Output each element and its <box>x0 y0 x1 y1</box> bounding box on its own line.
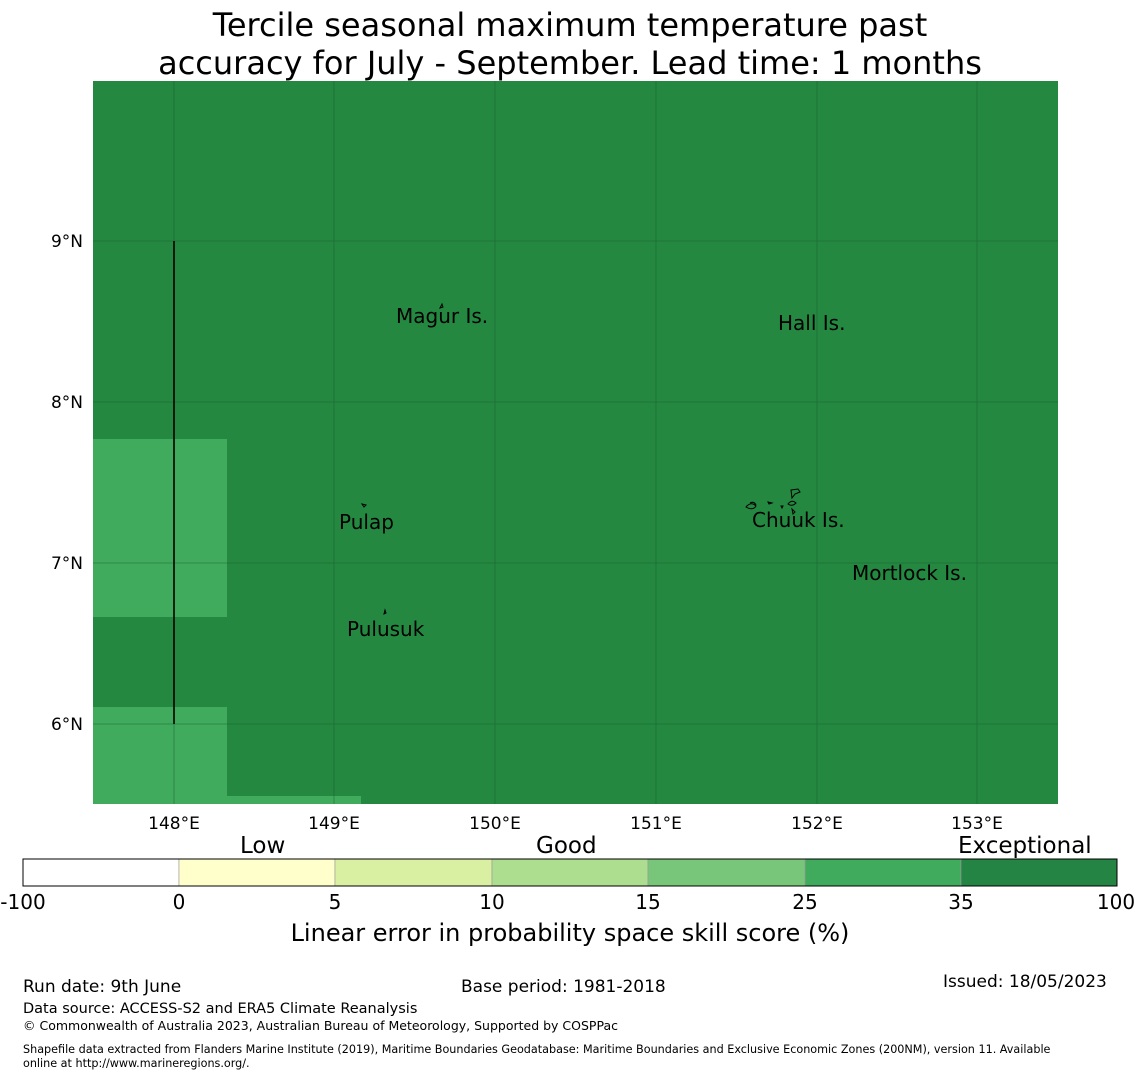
title-line-1: Tercile seasonal maximum temperature pas… <box>212 6 928 44</box>
colorbar-segment <box>647 858 806 887</box>
colorbar-segment <box>178 858 336 887</box>
place-label-pulusuk: Pulusuk <box>347 617 425 641</box>
category-low: Low <box>240 833 286 859</box>
base-period: Base period: 1981-2018 <box>461 977 666 997</box>
lon-label: 151°E <box>630 814 682 834</box>
island-outlines <box>360 302 801 615</box>
colorbar <box>22 858 1118 887</box>
island-shape <box>791 507 796 516</box>
data-source: Data source: ACCESS-S2 and ERA5 Climate … <box>23 1001 418 1017</box>
lat-label: 8°N <box>51 393 83 413</box>
island-shape <box>787 500 797 506</box>
skill-cells <box>93 439 361 804</box>
colorbar-title: Linear error in probability space skill … <box>290 919 850 947</box>
island-shape <box>383 608 387 615</box>
longitude-labels: 148°E 149°E 150°E 151°E 152°E 153°E <box>148 814 1003 834</box>
colorbar-segment <box>491 858 649 887</box>
category-good: Good <box>536 833 597 859</box>
place-label-hall: Hall Is. <box>778 311 845 335</box>
place-label-mortlock: Mortlock Is. <box>852 561 967 585</box>
place-label-magur: Magur Is. <box>396 304 488 328</box>
lat-label: 9°N <box>51 232 83 252</box>
colorbar-tick: 5 <box>328 890 342 914</box>
lon-label: 150°E <box>469 814 521 834</box>
colorbar-segment <box>804 858 962 887</box>
colorbar-segment <box>22 858 180 887</box>
lat-label: 7°N <box>51 554 83 574</box>
colorbar-tick: 0 <box>172 890 186 914</box>
colorbar-tick: -100 <box>0 890 46 914</box>
lon-label: 149°E <box>308 814 360 834</box>
colorbar-tick: 100 <box>1096 890 1136 914</box>
lon-label: 148°E <box>148 814 200 834</box>
copyright: © Commonwealth of Australia 2023, Austra… <box>23 1018 618 1033</box>
lat-label: 6°N <box>51 715 83 735</box>
issued-date: Issued: 18/05/2023 <box>943 972 1107 992</box>
island-shape <box>780 505 784 510</box>
skill-cell <box>227 796 361 804</box>
place-labels: Magur Is. Hall Is. Pulap Chuuk Is. Mortl… <box>339 304 967 641</box>
lon-label: 153°E <box>951 814 1003 834</box>
map-background <box>93 81 1058 804</box>
colorbar-segment <box>334 858 493 887</box>
island-shape <box>439 302 444 309</box>
colorbar-tick: 25 <box>792 890 818 914</box>
colorbar-tick: 10 <box>479 890 505 914</box>
island-shape <box>767 501 774 505</box>
island-shape <box>749 501 757 506</box>
chart-title: Tercile seasonal maximum temperature pas… <box>0 6 1140 82</box>
colorbar-frame <box>22 858 1118 887</box>
shapefile-credit-line-2: online at http://www.marineregions.org/. <box>23 1057 250 1070</box>
category-exceptional: Exceptional <box>958 833 1092 859</box>
colorbar-tick: 35 <box>948 890 974 914</box>
colorbar-tick: 15 <box>635 890 661 914</box>
shapefile-credit-line-1: Shapefile data extracted from Flanders M… <box>23 1043 1051 1056</box>
place-label-chuuk: Chuuk Is. <box>752 508 845 532</box>
island-shape <box>790 488 801 500</box>
place-label-pulap: Pulap <box>339 510 394 534</box>
skill-cell <box>93 707 227 804</box>
colorbar-segment <box>960 858 1118 887</box>
title-line-2: accuracy for July - September. Lead time… <box>158 44 982 82</box>
lon-label: 152°E <box>791 814 843 834</box>
run-date: Run date: 9th June <box>23 977 182 997</box>
island-shape <box>745 503 757 510</box>
island-shape <box>360 503 367 508</box>
skill-cell <box>93 439 227 617</box>
latitude-labels: 9°N 8°N 7°N 6°N <box>51 232 83 735</box>
